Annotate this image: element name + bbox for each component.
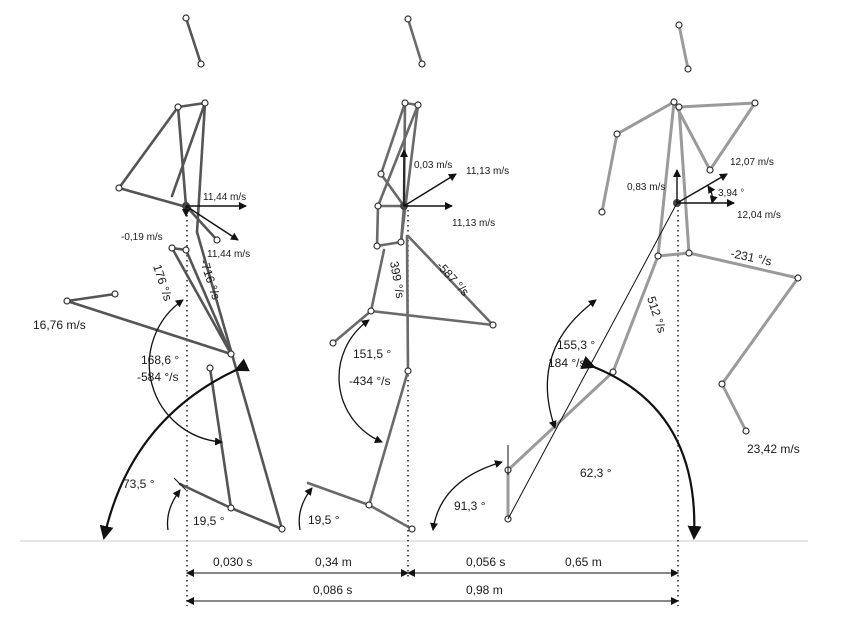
- fig3-speed-com-h: 12,04 m/s: [737, 210, 781, 221]
- fig3-angle-foot: 91,3 °: [454, 499, 486, 513]
- fig3-speed-com-v: 0,83 m/s: [627, 182, 665, 193]
- fig2-angvel-knee: -434 °/s: [349, 374, 390, 388]
- fig1-speed-com-h1: 11,44 m/s: [203, 192, 246, 203]
- measure-dist-2: 0,65 m: [565, 555, 602, 569]
- figure-1-stick: [63, 14, 286, 533]
- fig3-angle-knee: 155,3 °: [557, 338, 595, 352]
- fig2-angle-foot: 19,5 °: [308, 513, 340, 527]
- fig2-speed-com-res: 11,13 m/s: [466, 166, 509, 177]
- fig1-angvel-knee: -584 °/s: [137, 370, 178, 384]
- figure-2-annotations: [298, 149, 457, 531]
- fig2-speed-com-h: 11,13 m/s: [452, 218, 495, 229]
- measure-time-total: 0,086 s: [313, 583, 352, 597]
- figure-3-stick: [504, 21, 802, 523]
- measure-dist-1: 0,34 m: [315, 555, 352, 569]
- measure-time-1: 0,030 s: [213, 555, 252, 569]
- fig1-angvel-thigh-b: -716 °/s: [197, 258, 223, 302]
- fig3-angle-trunk: 62,3 °: [580, 466, 612, 480]
- fig1-speed-com-v: -0,19 m/s: [121, 232, 163, 243]
- fig3-angvel-knee: 184 °/s: [548, 356, 586, 370]
- figure-1-annotations: [99, 202, 250, 540]
- fig1-speed-com-h2: 11,44 m/s: [207, 249, 250, 260]
- fig1-angle-knee: 168,6 °: [141, 353, 179, 367]
- fig2-angvel-thigh-a: 399 °/s: [387, 260, 407, 299]
- measurement-arrows: [186, 569, 679, 605]
- measure-time-2: 0,056 s: [466, 555, 505, 569]
- fig3-angle-com: 3,94 °: [718, 188, 744, 199]
- fig2-angvel-thigh-b: -587 °/s: [434, 259, 472, 299]
- fig1-angle-shank: 73,5 °: [123, 477, 155, 491]
- fig3-angvel-thigh: 512 °/s: [644, 295, 669, 335]
- fig2-angle-knee: 151,5 °: [353, 347, 391, 361]
- fig3-speed-foot: 23,42 m/s: [747, 442, 800, 456]
- measure-dist-total: 0,98 m: [466, 583, 503, 597]
- fig2-speed-com-v: 0,03 m/s: [414, 160, 452, 171]
- fig1-speed-foot: 16,76 m/s: [33, 318, 86, 332]
- fig3-speed-com-res: 12,07 m/s: [730, 157, 774, 168]
- figure-3-annotations: [430, 169, 735, 540]
- fig1-angle-foot: 19,5 °: [193, 514, 225, 528]
- fig1-angvel-thigh-a: 176 °/s: [150, 263, 175, 303]
